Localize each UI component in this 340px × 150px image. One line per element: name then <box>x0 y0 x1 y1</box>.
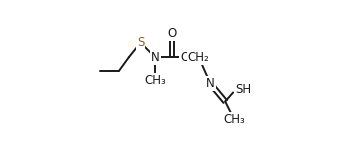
Text: S: S <box>137 36 144 49</box>
Text: CH₃: CH₃ <box>144 74 166 87</box>
Text: CH₂: CH₂ <box>188 51 209 64</box>
Text: O: O <box>168 27 177 40</box>
Text: N: N <box>206 77 215 90</box>
Text: O: O <box>180 51 189 64</box>
Text: CH₃: CH₃ <box>223 113 245 126</box>
Text: SH: SH <box>236 83 252 96</box>
Text: N: N <box>151 51 160 64</box>
